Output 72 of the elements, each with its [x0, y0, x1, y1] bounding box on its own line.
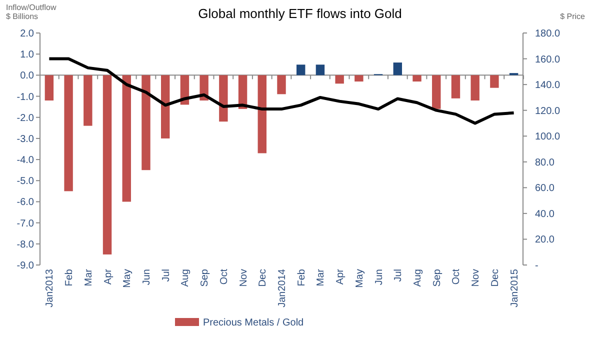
x-tick-label: Jan2015 [509, 268, 520, 308]
x-tick-label: Jun [374, 269, 385, 286]
bar [316, 64, 325, 76]
y2-axis-title: $ Price [560, 12, 586, 21]
y-tick-label: 1.0 [20, 50, 34, 61]
x-tick-label: Dec [258, 269, 269, 287]
y-tick-label: -1.0 [16, 92, 34, 103]
x-tick-label: Aug [180, 269, 192, 287]
bar [277, 75, 286, 94]
bar [142, 75, 150, 170]
y2-tick-label: 80.0 [535, 157, 555, 168]
y-tick-label: 2.0 [20, 28, 34, 40]
x-tick-label: Oct [218, 268, 230, 285]
y2-tick-label: 120.0 [535, 106, 560, 117]
y-tick-label: -4.0 [16, 155, 34, 166]
bar [102, 75, 112, 254]
bar [219, 75, 228, 122]
y-tick-label: -8.0 [16, 239, 34, 250]
y2-tick-label: 60.0 [535, 183, 555, 194]
x-tick-label: Nov [238, 269, 250, 287]
y2-tick-label: 40.0 [535, 208, 555, 220]
bar [451, 75, 460, 98]
x-tick-label: Feb [296, 268, 308, 286]
bar [160, 75, 170, 138]
y-tick-label: -9.0 [16, 260, 34, 272]
bar [354, 75, 364, 82]
x-tick-label: Sep [432, 268, 443, 287]
bar [393, 62, 402, 76]
x-tick-label: May [122, 269, 134, 288]
y2-tick-label: - [535, 260, 538, 272]
x-tick-label: Apr [102, 268, 114, 285]
bar [122, 75, 131, 202]
y-tick-label: -7.0 [16, 218, 34, 230]
x-tick-label: Jan2013 [44, 268, 56, 308]
y-tick-label: -3.0 [16, 134, 34, 145]
y-tick-label: -2.0 [16, 112, 34, 124]
x-tick-label: Mar [83, 268, 94, 286]
x-tick-label: Apr [335, 268, 346, 285]
y2-tick-label: 180.0 [535, 28, 560, 40]
y2-tick-label: 100.0 [535, 132, 560, 143]
y2-tick-label: 140.0 [535, 80, 560, 92]
y-tick-label: -5.0 [16, 176, 34, 188]
bar [490, 75, 499, 88]
x-tick-label: Jun [141, 269, 152, 286]
bar [432, 75, 441, 109]
line-series [48, 57, 516, 125]
x-tick-label: Nov [470, 269, 482, 287]
x-tick-label: May [354, 269, 366, 288]
x-tick-label: Jul [160, 269, 172, 282]
y-axis-title: Inflow/Outflow $ Billions [6, 3, 56, 21]
bar [258, 75, 266, 154]
y-tick-label: 0.0 [20, 70, 34, 82]
x-tick-label: Mar [316, 268, 327, 286]
x-tick-label: Feb [64, 268, 76, 286]
bar [296, 64, 306, 76]
bar [412, 75, 422, 82]
y2-tick-label: 20.0 [535, 234, 555, 246]
x-tick-label: Oct [451, 268, 462, 285]
x-tick-label: Aug [412, 269, 424, 287]
y-tick-label: -6.0 [16, 197, 34, 208]
y2-tick-label: 160.0 [535, 54, 560, 66]
bar [470, 75, 480, 100]
x-tick-label: Jul [393, 269, 404, 282]
chart-title: Global monthly ETF flows into Gold [198, 6, 402, 21]
x-tick-label: Sep [200, 268, 211, 287]
bar [64, 75, 73, 192]
legend-label: Precious Metals / Gold [203, 318, 304, 328]
bar [84, 75, 92, 126]
bar [44, 75, 54, 100]
x-tick-label: Jan2014 [277, 268, 288, 308]
bar [335, 75, 344, 84]
x-tick-label: Dec [490, 269, 501, 287]
